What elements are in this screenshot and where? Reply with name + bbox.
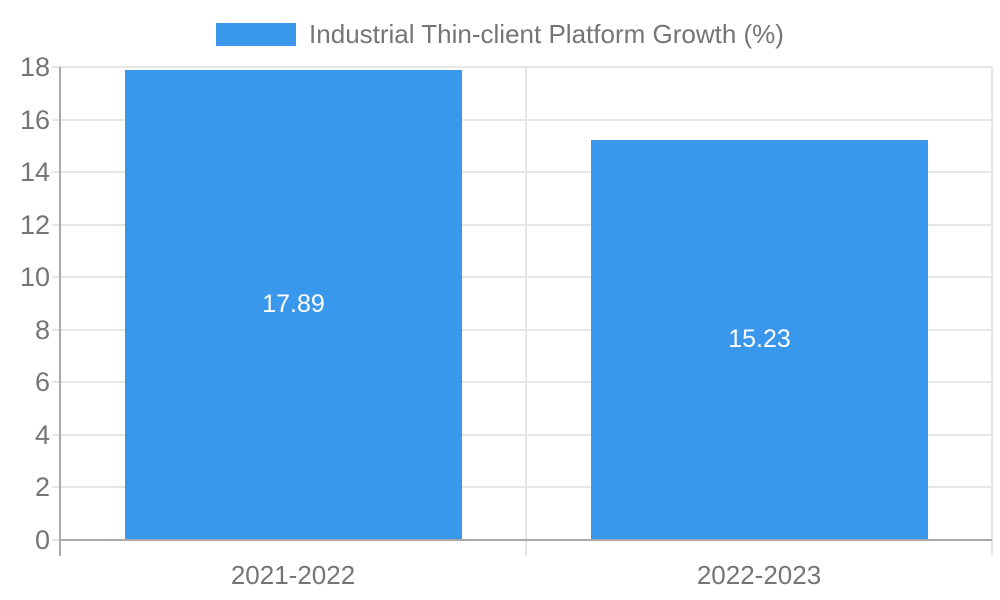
bar[interactable]: 17.89: [125, 70, 462, 539]
y-axis-tick: [52, 276, 60, 278]
bar-value-label: 15.23: [728, 325, 791, 353]
y-axis-tick: [52, 486, 60, 488]
y-axis-tick: [52, 224, 60, 226]
y-tick-label: 14: [19, 157, 50, 187]
legend[interactable]: Industrial Thin-client Platform Growth (…: [0, 19, 1000, 50]
y-axis-tick: [52, 381, 60, 383]
bar[interactable]: 15.23: [591, 140, 928, 539]
y-tick-label: 0: [34, 525, 50, 555]
x-axis-line: [60, 539, 992, 541]
y-axis-tick: [52, 171, 60, 173]
x-tick-label: 2022-2023: [696, 560, 822, 590]
plot-right-border: [991, 67, 993, 556]
y-axis-tick: [52, 119, 60, 121]
y-tick-label: 6: [34, 367, 50, 397]
bar-value-label: 17.89: [262, 290, 325, 318]
y-axis-tick: [52, 329, 60, 331]
y-tick-label: 12: [19, 210, 50, 240]
y-tick-label: 2: [34, 472, 50, 502]
legend-label: Industrial Thin-client Platform Growth (…: [309, 19, 784, 49]
y-axis-tick: [52, 66, 60, 68]
y-axis-line: [59, 67, 61, 556]
y-axis-tick: [52, 539, 60, 541]
gridline: [525, 67, 527, 556]
legend-swatch-icon: [216, 23, 297, 46]
y-tick-label: 16: [19, 105, 50, 135]
y-tick-label: 18: [19, 52, 50, 82]
y-tick-label: 4: [34, 420, 50, 450]
x-tick-label: 2021-2022: [230, 560, 356, 590]
y-tick-label: 8: [34, 315, 50, 345]
y-axis-tick: [52, 434, 60, 436]
y-tick-label: 10: [19, 262, 50, 292]
